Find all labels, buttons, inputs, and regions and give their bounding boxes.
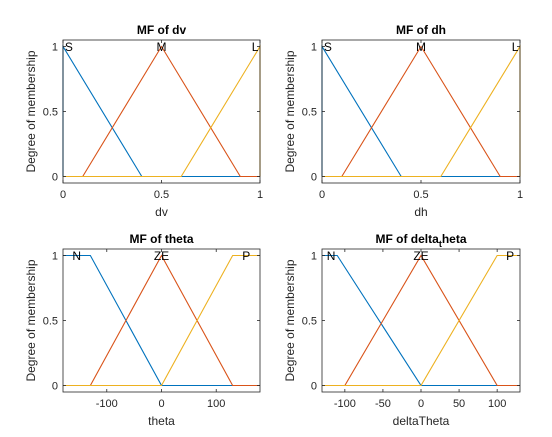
y-axis-label: Degree of membership (283, 259, 297, 381)
x-tick-label: 0 (60, 189, 66, 201)
axes-frame (321, 39, 521, 184)
subplot-4: -100 -50 0 50 100 0 0.5 1 N ZE P MF of deltatheta de… (283, 232, 521, 428)
y-axis-label: Degree of membership (24, 259, 38, 381)
mf-label-p: P (506, 249, 514, 263)
chart-title: MF of dv (137, 23, 187, 37)
x-axis-label: dv (155, 205, 168, 219)
axes-frame (62, 39, 261, 184)
x-axis-label: deltaTheta (393, 414, 450, 428)
x-tick-label: 0 (158, 398, 164, 410)
chart-title: MF of dh (396, 23, 446, 37)
y-axis-label: Degree of membership (283, 50, 297, 172)
series-line-m (63, 45, 260, 178)
series-line-l (322, 44, 521, 178)
y-tick-label: 0.5 (43, 316, 58, 328)
series-line-n (322, 254, 520, 387)
x-tick-label: 0 (418, 398, 424, 410)
mf-label-m: M (157, 40, 167, 54)
mf-label-p: P (242, 249, 250, 263)
subplot-3: -100 0 100 0 0.5 1 N ZE P MF of theta theta Degree … (24, 232, 261, 428)
x-tick-label: -50 (375, 398, 391, 410)
x-tick-label: 1 (517, 189, 523, 201)
x-axis-label: dh (414, 205, 427, 219)
x-tick-label: 100 (207, 398, 225, 410)
y-axis-label: Degree of membership (24, 50, 38, 172)
mf-label-n: N (72, 249, 81, 263)
mf-label-s: S (65, 40, 73, 54)
axes-frame (321, 248, 521, 393)
y-tick-label: 0.5 (302, 316, 317, 328)
y-tick-label: 0 (311, 381, 317, 393)
mf-label-s: S (324, 40, 332, 54)
y-tick-label: 0 (52, 381, 58, 393)
chart-title: MF of theta (130, 232, 194, 246)
mf-label-l: L (252, 40, 259, 54)
series-line-l (63, 44, 261, 178)
y-tick-label: 1 (311, 42, 317, 54)
x-tick-label: 1 (257, 189, 263, 201)
x-tick-label: -100 (334, 398, 356, 410)
series-line-p (63, 254, 260, 387)
y-tick-label: 1 (52, 42, 58, 54)
mf-label-n: N (327, 249, 336, 263)
series-line-n (63, 254, 260, 387)
y-tick-label: 1 (52, 251, 58, 263)
series-line-s (62, 44, 260, 178)
chart-title: MF of deltatheta (375, 232, 466, 249)
series-line-ze (63, 254, 260, 387)
y-tick-label: 1 (311, 251, 317, 263)
mf-label-l: L (512, 40, 519, 54)
y-tick-label: 0.5 (43, 107, 58, 119)
series-line-ze (322, 254, 520, 387)
y-tick-label: 0.5 (302, 107, 317, 119)
axes-frame (62, 248, 261, 393)
series-line-p (322, 254, 520, 387)
y-tick-label: 0 (52, 172, 58, 184)
x-axis-label: theta (148, 414, 175, 428)
y-tick-label: 0 (311, 172, 317, 184)
x-tick-label: 0 (319, 189, 325, 201)
series-line-s (321, 44, 520, 178)
x-tick-label: -100 (96, 398, 118, 410)
mf-label-ze: ZE (413, 249, 428, 263)
mf-label-ze: ZE (154, 249, 169, 263)
x-tick-label: 0.5 (413, 189, 428, 201)
x-tick-label: 0.5 (154, 189, 169, 201)
series-line-m (322, 45, 520, 178)
x-tick-label: 100 (488, 398, 506, 410)
mf-label-m: M (416, 40, 426, 54)
x-tick-label: 50 (453, 398, 465, 410)
